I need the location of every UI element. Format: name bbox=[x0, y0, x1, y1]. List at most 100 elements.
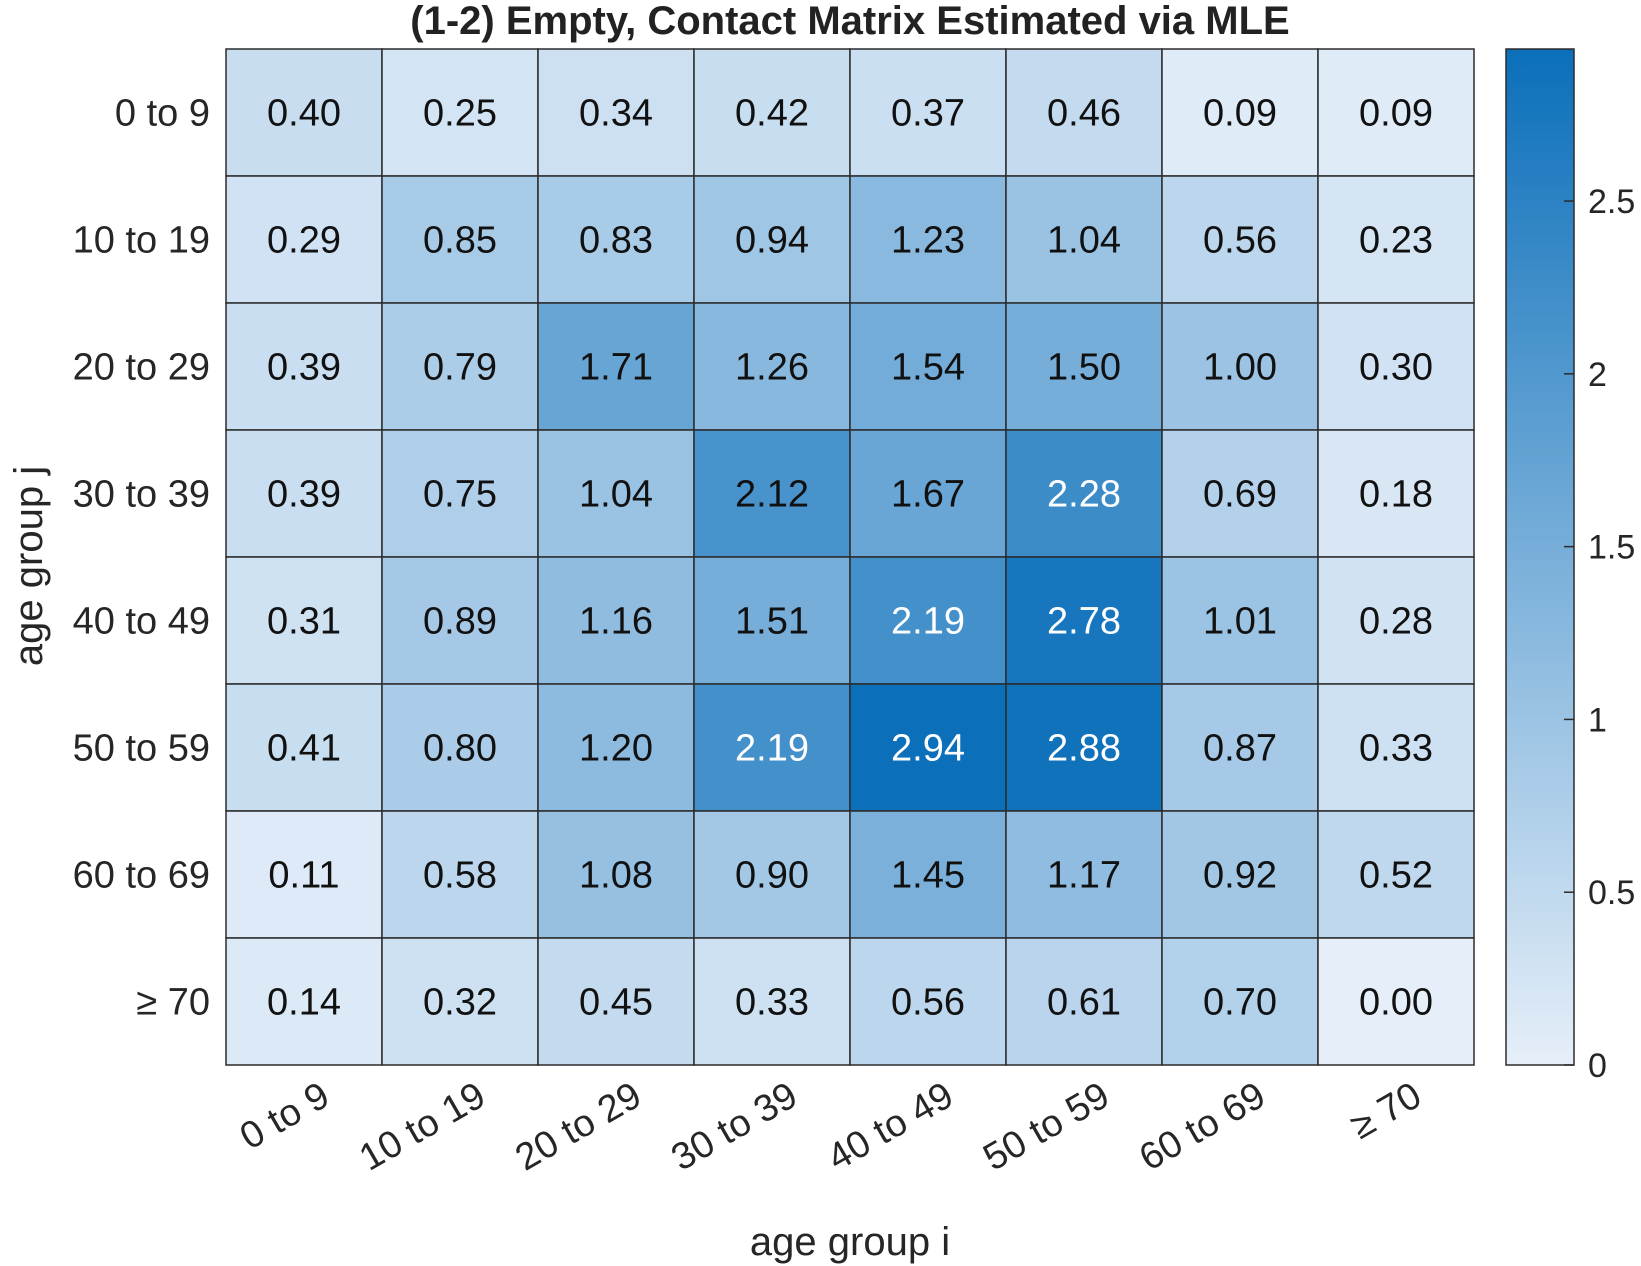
cell-value-label: 0.56 bbox=[1203, 220, 1277, 262]
cell-value-label: 2.88 bbox=[1047, 728, 1121, 770]
cell-value-label: 0.37 bbox=[891, 93, 965, 135]
x-tick-label: 40 to 49 bbox=[821, 1074, 961, 1179]
heatmap-cell bbox=[381, 683, 539, 812]
heatmap-cell bbox=[849, 302, 1007, 431]
cell-value-label: 0.41 bbox=[267, 728, 341, 770]
heatmap-cell bbox=[381, 810, 539, 939]
x-tick-labels: 0 to 9 10 to 19 20 to 29 30 to 39 40 to 49 50… bbox=[233, 1074, 1428, 1179]
heatmap-cell bbox=[225, 48, 383, 177]
heatmap-cell bbox=[381, 48, 539, 177]
heatmap-cell bbox=[693, 937, 851, 1066]
cell-value-label: 0.29 bbox=[267, 220, 341, 262]
chart-title: (1-2) Empty, Contact Matrix Estimated vi… bbox=[410, 0, 1289, 43]
heatmap-cell bbox=[537, 810, 695, 939]
cell-value-label: 2.12 bbox=[735, 474, 809, 516]
heatmap-cell bbox=[693, 48, 851, 177]
cell-value-label: 1.16 bbox=[579, 601, 653, 643]
cell-value-label: 0.42 bbox=[735, 93, 809, 135]
cell-value-label: 0.85 bbox=[423, 220, 497, 262]
x-tick-label: ≥ 70 bbox=[1344, 1074, 1429, 1147]
heatmap-cell bbox=[1161, 556, 1319, 685]
heatmap-cell bbox=[1161, 810, 1319, 939]
heatmap-cell bbox=[693, 429, 851, 558]
colorbar-tick-label: 2.5 bbox=[1588, 183, 1635, 221]
heatmap-cell bbox=[381, 302, 539, 431]
cell-value-label: 0.75 bbox=[423, 474, 497, 516]
x-tick-label: 50 to 59 bbox=[977, 1074, 1117, 1179]
heatmap-cell bbox=[849, 810, 1007, 939]
heatmap-cell bbox=[1161, 429, 1319, 558]
cell-value-label: 0.28 bbox=[1359, 601, 1433, 643]
y-tick-label: 30 to 39 bbox=[73, 474, 210, 516]
heatmap-cell bbox=[1005, 937, 1163, 1066]
cell-value-label: 2.19 bbox=[891, 601, 965, 643]
cell-value-label: 1.54 bbox=[891, 347, 965, 389]
y-tick-labels: 0 to 9 10 to 19 20 to 29 30 to 39 40 to 49 50… bbox=[73, 93, 210, 1024]
cell-value-label: 0.39 bbox=[267, 474, 341, 516]
heatmap-cell bbox=[1317, 556, 1475, 685]
cell-value-label: 0.34 bbox=[579, 93, 653, 135]
cell-value-label: 0.33 bbox=[735, 982, 809, 1024]
cell-value-label: 1.67 bbox=[891, 474, 965, 516]
heatmap-cell bbox=[225, 429, 383, 558]
heatmap-cell bbox=[225, 302, 383, 431]
cell-value-label: 0.61 bbox=[1047, 982, 1121, 1024]
cell-value-label: 1.51 bbox=[735, 601, 809, 643]
heatmap-cell bbox=[1317, 937, 1475, 1066]
cell-value-label: 0.58 bbox=[423, 855, 497, 897]
heatmap-cell bbox=[693, 302, 851, 431]
heatmap-cell bbox=[537, 302, 695, 431]
cell-value-label: 0.30 bbox=[1359, 347, 1433, 389]
cell-value-label: 0.80 bbox=[423, 728, 497, 770]
heatmap-cell bbox=[1317, 810, 1475, 939]
heatmap-cells: 0.40 0.25 0.34 0.42 0.37 0.46 0.09 0.09 0.29 0.85… bbox=[225, 48, 1475, 1066]
y-tick-label: 60 to 69 bbox=[73, 855, 210, 897]
heatmap-cell bbox=[849, 175, 1007, 304]
heatmap-cell bbox=[1005, 175, 1163, 304]
cell-value-label: 0.94 bbox=[735, 220, 809, 262]
y-tick-label: 50 to 59 bbox=[73, 728, 210, 770]
colorbar-tick-label: 2 bbox=[1588, 356, 1607, 394]
cell-value-label: 0.09 bbox=[1203, 93, 1277, 135]
heatmap-cell bbox=[1005, 683, 1163, 812]
cell-value-label: 0.31 bbox=[267, 601, 341, 643]
cell-value-label: 0.69 bbox=[1203, 474, 1277, 516]
cell-value-label: 2.78 bbox=[1047, 601, 1121, 643]
cell-value-label: 0.83 bbox=[579, 220, 653, 262]
cell-value-label: 0.45 bbox=[579, 982, 653, 1024]
cell-value-label: 0.39 bbox=[267, 347, 341, 389]
x-tick-label: 10 to 19 bbox=[353, 1074, 493, 1179]
y-tick-label: 10 to 19 bbox=[73, 220, 210, 262]
heatmap-cell bbox=[225, 937, 383, 1066]
cell-value-label: 0.79 bbox=[423, 347, 497, 389]
cell-value-label: 1.00 bbox=[1203, 347, 1277, 389]
heatmap-cell bbox=[1161, 175, 1319, 304]
cell-value-label: 1.23 bbox=[891, 220, 965, 262]
heatmap-cell bbox=[1161, 302, 1319, 431]
cell-value-label: 0.52 bbox=[1359, 855, 1433, 897]
colorbar-gradient bbox=[1505, 48, 1575, 1066]
heatmap-cell bbox=[381, 175, 539, 304]
heatmap-cell bbox=[1317, 683, 1475, 812]
cell-value-label: 0.00 bbox=[1359, 982, 1433, 1024]
heatmap-cell bbox=[1005, 810, 1163, 939]
cell-value-label: 0.18 bbox=[1359, 474, 1433, 516]
cell-value-label: 1.01 bbox=[1203, 601, 1277, 643]
y-tick-label: ≥ 70 bbox=[136, 982, 210, 1024]
cell-value-label: 0.32 bbox=[423, 982, 497, 1024]
heatmap-cell bbox=[1317, 302, 1475, 431]
heatmap-cell bbox=[537, 556, 695, 685]
colorbar-tick-label: 0 bbox=[1588, 1047, 1607, 1085]
cell-value-label: 2.28 bbox=[1047, 474, 1121, 516]
colorbar: 0 0.5 1 1.5 2 2.5 bbox=[1505, 48, 1635, 1085]
cell-value-label: 0.23 bbox=[1359, 220, 1433, 262]
heatmap-cell bbox=[849, 556, 1007, 685]
cell-value-label: 0.56 bbox=[891, 982, 965, 1024]
cell-value-label: 2.94 bbox=[891, 728, 965, 770]
x-tick-label: 60 to 69 bbox=[1133, 1074, 1273, 1179]
heatmap-cell bbox=[849, 429, 1007, 558]
cell-value-label: 0.40 bbox=[267, 93, 341, 135]
colorbar-tick-label: 0.5 bbox=[1588, 874, 1635, 912]
heatmap-cell bbox=[381, 937, 539, 1066]
